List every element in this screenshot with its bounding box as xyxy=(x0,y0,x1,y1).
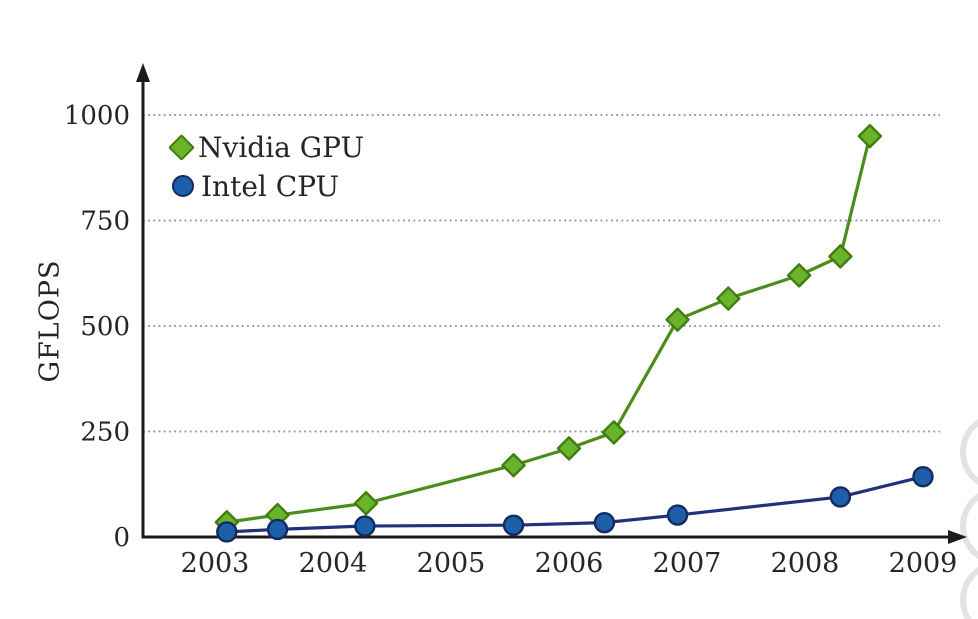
legend-label-gpu: Nvidia GPU xyxy=(198,130,365,164)
cpu-data-point-2003.53 xyxy=(266,518,289,541)
gpu-data-point-2008.3 xyxy=(828,244,853,269)
x-tick-label-2007: 2007 xyxy=(653,548,722,579)
y-tick-label-1000: 1000 xyxy=(64,101,130,131)
gpu-diamond-marker-icon xyxy=(168,133,195,161)
edge-decoration-circle xyxy=(960,419,978,485)
legend-label-cpu: Intel CPU xyxy=(201,169,340,203)
gpu-data-point-2004.28 xyxy=(353,491,379,516)
x-tick-label-2004: 2004 xyxy=(299,548,368,579)
legend-item-intel-cpu: Intel CPU xyxy=(172,169,364,203)
cpu-data-point-2008.3 xyxy=(829,486,852,508)
x-tick-label-2008: 2008 xyxy=(771,548,840,579)
gpu-data-point-2007.95 xyxy=(786,263,812,288)
x-axis-arrowhead xyxy=(948,530,967,544)
gpu-data-point-2008.55 xyxy=(857,123,883,149)
y-tick-label-750: 750 xyxy=(80,207,130,237)
y-tick-label-500: 500 xyxy=(80,312,130,342)
x-tick-label-2009: 2009 xyxy=(889,548,958,579)
x-tick-label-2006: 2006 xyxy=(535,548,604,579)
cpu-data-point-2005.53 xyxy=(502,514,525,536)
cpu-data-point-2009 xyxy=(912,465,934,488)
cpu-data-point-2004.27 xyxy=(354,515,376,537)
x-tick-label-2003: 2003 xyxy=(181,548,250,579)
gpu-data-point-2006.38 xyxy=(601,420,627,445)
gpu-data-point-2006.92 xyxy=(665,307,690,332)
y-tick-label-250: 250 xyxy=(80,418,130,448)
gpu-data-point-2007.35 xyxy=(716,286,741,311)
gpu-data-point-2005.53 xyxy=(501,453,526,478)
gpu-data-point-2006 xyxy=(556,436,582,461)
x-tick-label-2005: 2005 xyxy=(417,548,486,579)
cpu-data-point-2006.92 xyxy=(666,504,689,526)
legend: Nvidia GPU Intel CPU xyxy=(168,130,365,203)
cpu-data-point-2003.1 xyxy=(216,521,238,543)
cpu-data-point-2006.3 xyxy=(593,511,616,534)
cpu-circle-marker-icon xyxy=(172,175,194,197)
y-tick-label-0: 0 xyxy=(113,523,130,553)
edge-decoration-circle xyxy=(960,567,978,619)
y-axis-arrowhead xyxy=(136,63,150,82)
legend-item-nvidia-gpu: Nvidia GPU xyxy=(168,130,365,164)
edge-decoration-circle xyxy=(960,493,978,559)
y-axis-title: GFLOPS xyxy=(34,259,66,383)
series-line-circle xyxy=(226,475,924,534)
